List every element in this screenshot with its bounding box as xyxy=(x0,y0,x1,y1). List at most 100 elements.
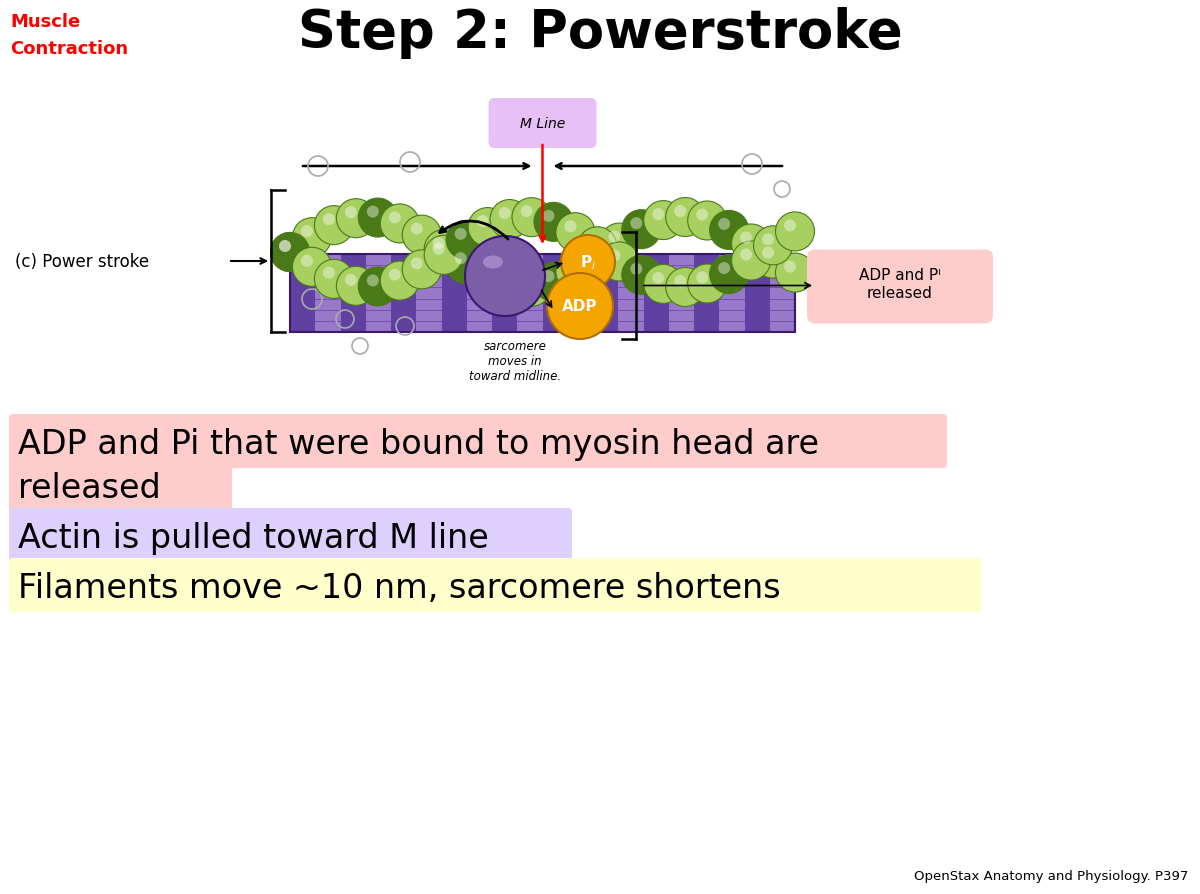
Bar xyxy=(744,255,769,333)
Circle shape xyxy=(389,212,401,224)
Circle shape xyxy=(542,211,554,223)
Circle shape xyxy=(323,214,335,226)
Text: Step 2: Powerstroke: Step 2: Powerstroke xyxy=(298,7,902,59)
Bar xyxy=(542,255,568,333)
Circle shape xyxy=(410,258,422,270)
Circle shape xyxy=(600,224,638,263)
Text: Actin is pulled toward M line: Actin is pulled toward M line xyxy=(18,521,488,554)
FancyBboxPatch shape xyxy=(10,509,572,562)
Circle shape xyxy=(433,243,445,256)
Circle shape xyxy=(762,248,774,259)
Circle shape xyxy=(498,207,510,220)
Circle shape xyxy=(564,260,576,273)
Circle shape xyxy=(512,268,551,307)
Bar xyxy=(694,255,719,333)
Bar xyxy=(568,255,593,333)
Circle shape xyxy=(498,274,510,286)
Circle shape xyxy=(666,198,704,237)
Bar xyxy=(341,255,366,333)
Circle shape xyxy=(630,218,642,230)
Circle shape xyxy=(336,199,376,239)
Circle shape xyxy=(402,250,442,290)
Bar xyxy=(366,255,391,333)
Circle shape xyxy=(653,273,665,284)
Circle shape xyxy=(718,219,730,231)
Circle shape xyxy=(278,240,292,253)
Circle shape xyxy=(556,214,595,252)
Circle shape xyxy=(740,232,752,244)
Circle shape xyxy=(476,215,488,228)
Circle shape xyxy=(622,256,661,295)
Circle shape xyxy=(301,226,313,238)
Circle shape xyxy=(674,275,686,288)
Circle shape xyxy=(301,256,313,267)
Circle shape xyxy=(367,275,379,287)
Text: Contraction: Contraction xyxy=(10,40,128,58)
Circle shape xyxy=(433,238,445,249)
FancyBboxPatch shape xyxy=(488,99,596,148)
Circle shape xyxy=(410,224,422,235)
Circle shape xyxy=(424,231,463,269)
Circle shape xyxy=(314,207,354,245)
Text: released: released xyxy=(18,471,161,504)
Circle shape xyxy=(314,260,354,299)
Circle shape xyxy=(380,262,419,300)
Circle shape xyxy=(389,269,401,282)
Circle shape xyxy=(578,239,617,278)
Circle shape xyxy=(468,258,508,297)
Bar xyxy=(643,255,668,333)
Bar xyxy=(290,255,316,333)
Circle shape xyxy=(367,207,379,218)
Circle shape xyxy=(564,221,576,233)
Circle shape xyxy=(490,266,529,305)
Bar xyxy=(316,255,341,333)
Circle shape xyxy=(270,233,310,272)
Circle shape xyxy=(775,254,815,292)
Bar xyxy=(668,255,694,333)
Circle shape xyxy=(359,198,397,238)
Circle shape xyxy=(293,248,331,287)
Circle shape xyxy=(468,208,508,248)
Circle shape xyxy=(562,236,616,290)
Circle shape xyxy=(521,275,533,288)
Circle shape xyxy=(476,266,488,278)
Text: ADP: ADP xyxy=(563,299,598,314)
Circle shape xyxy=(402,215,442,255)
Circle shape xyxy=(622,210,661,249)
Circle shape xyxy=(490,200,529,240)
Circle shape xyxy=(709,256,749,294)
Bar xyxy=(391,255,416,333)
Circle shape xyxy=(674,206,686,218)
Circle shape xyxy=(446,221,485,260)
Circle shape xyxy=(344,207,356,219)
Circle shape xyxy=(718,263,730,274)
Text: sarcomere
moves in
toward midline.: sarcomere moves in toward midline. xyxy=(469,340,562,383)
Bar xyxy=(442,255,467,333)
Circle shape xyxy=(466,237,545,316)
Text: ADP and Pᴵ
released: ADP and Pᴵ released xyxy=(859,268,941,300)
Circle shape xyxy=(359,267,397,307)
Circle shape xyxy=(732,241,770,281)
FancyBboxPatch shape xyxy=(10,415,947,468)
Circle shape xyxy=(344,274,356,286)
Circle shape xyxy=(556,253,595,292)
Bar xyxy=(492,255,517,333)
Circle shape xyxy=(455,229,467,240)
Circle shape xyxy=(754,240,792,279)
Circle shape xyxy=(534,264,572,302)
Bar xyxy=(290,255,796,333)
Bar xyxy=(769,255,796,333)
Circle shape xyxy=(542,271,554,283)
Circle shape xyxy=(653,209,665,221)
Circle shape xyxy=(740,249,752,261)
Circle shape xyxy=(762,234,774,246)
FancyBboxPatch shape xyxy=(10,459,232,512)
FancyBboxPatch shape xyxy=(808,250,994,325)
Circle shape xyxy=(696,209,708,221)
Bar xyxy=(416,255,442,333)
Text: ADP and Pi that were bound to myosin head are: ADP and Pi that were bound to myosin hea… xyxy=(18,427,818,460)
Circle shape xyxy=(732,224,770,264)
Circle shape xyxy=(696,272,708,284)
Ellipse shape xyxy=(482,257,503,269)
Circle shape xyxy=(630,264,642,275)
